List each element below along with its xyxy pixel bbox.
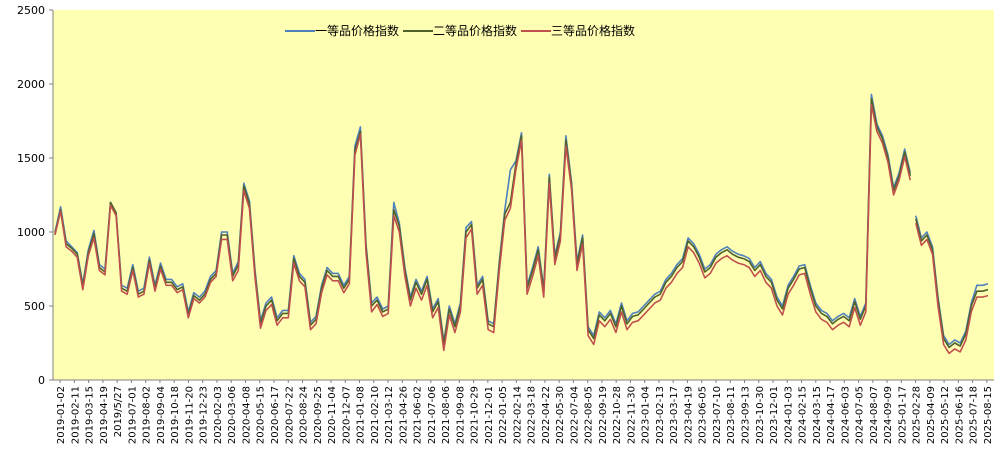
x-tick-label: 2021-01-08 — [356, 386, 367, 444]
x-tick-label: 2019-01-02 — [56, 386, 67, 444]
x-tick-label: 2025-07-18 — [969, 386, 980, 444]
x-tick-label: 2019-08-02 — [142, 386, 153, 444]
x-tick-label: 2022-07-04 — [569, 386, 580, 444]
x-tick-label: 2022-02-14 — [512, 386, 523, 444]
x-tick-label: 2020-03-06 — [227, 386, 238, 444]
x-tick-label: 2021-08-06 — [441, 386, 452, 444]
x-tick-label: 2021-12-01 — [484, 386, 495, 444]
x-tick-label: 2019-10-18 — [170, 386, 181, 444]
x-tick-label: 2022-10-28 — [612, 386, 623, 444]
x-tick-label: 2022-08-05 — [584, 386, 595, 444]
x-tick-label: 2025-04-09 — [926, 386, 937, 444]
x-tick-label: 2019/5/27 — [113, 386, 124, 437]
x-tick-label: 2020-07-22 — [284, 386, 295, 444]
x-tick-label: 2024-06-03 — [840, 386, 851, 444]
x-tick-label: 2023-04-19 — [683, 386, 694, 444]
x-tick-label: 2021-03-12 — [384, 386, 395, 444]
x-tick-label: 2024-04-17 — [826, 386, 837, 444]
x-tick-label: 2023-01-04 — [641, 386, 652, 444]
x-tick-label: 2021-06-02 — [413, 386, 424, 444]
x-tick-label: 2022-05-30 — [555, 386, 566, 444]
x-tick-label: 2019-02-11 — [70, 386, 81, 444]
x-tick-label: 2020-12-07 — [341, 386, 352, 444]
x-tick-label: 2021-02-10 — [370, 386, 381, 444]
x-tick-label: 2020-02-03 — [213, 386, 224, 444]
legend-label: 一等品价格指数 — [315, 23, 399, 38]
x-tick-label: 2019-12-23 — [199, 386, 210, 444]
x-tick-label: 2025-02-28 — [912, 386, 923, 444]
legend-label: 二等品价格指数 — [433, 23, 517, 38]
x-tick-label: 2020-06-17 — [270, 386, 281, 444]
y-tick-label: 500 — [24, 300, 45, 313]
y-tick-label: 1500 — [17, 152, 45, 165]
x-tick-label: 2021-10-29 — [470, 386, 481, 444]
x-tick-label: 2025-05-12 — [940, 386, 951, 444]
x-tick-label: 2020-04-08 — [241, 386, 252, 444]
x-tick-label: 2020-08-24 — [299, 386, 310, 444]
x-tick-label: 2022-11-30 — [626, 386, 637, 444]
y-tick-label: 2500 — [17, 4, 45, 17]
x-tick-label: 2023-08-11 — [726, 386, 737, 444]
x-tick-label: 2024-03-15 — [812, 386, 823, 444]
x-tick-label: 2025-01-17 — [897, 386, 908, 444]
x-tick-label: 2021-09-08 — [455, 386, 466, 444]
y-tick-label: 2000 — [17, 78, 45, 91]
x-axis: 2019-01-02 2019-02-11 2019-03-15 2019-04-19… — [53, 379, 994, 444]
legend-label: 三等品价格指数 — [551, 23, 635, 38]
series-lines — [54, 93, 989, 355]
series-line-1 — [915, 215, 989, 346]
x-tick-label: 2025-08-15 — [983, 386, 994, 444]
x-tick-label: 2021-04-26 — [398, 386, 409, 444]
legend: 一等品价格指数 二等品价格指数 三等品价格指数 — [285, 23, 635, 38]
x-tick-label: 2023-12-01 — [769, 386, 780, 444]
x-tick-label: 2022-03-18 — [527, 386, 538, 444]
x-tick-label: 2023-07-10 — [712, 386, 723, 444]
x-tick-label: 2022-01-05 — [498, 386, 509, 444]
y-tick-label: 1000 — [17, 226, 45, 239]
series-line-2 — [915, 218, 989, 349]
x-tick-label: 2020-05-15 — [256, 386, 267, 444]
series-line-3 — [915, 222, 989, 355]
x-tick-label: 2019-03-15 — [85, 386, 96, 444]
y-tick-label: 0 — [38, 374, 45, 387]
x-tick-label: 2023-02-13 — [655, 386, 666, 444]
x-tick-label: 2021-07-06 — [427, 386, 438, 444]
x-tick-label: 2019-11-20 — [184, 386, 195, 444]
series-line-1 — [54, 93, 912, 343]
x-tick-label: 2019-04-19 — [99, 386, 110, 444]
x-tick-label: 2022-09-19 — [598, 386, 609, 444]
x-tick-label: 2022-04-22 — [541, 386, 552, 444]
x-tick-label: 2020-09-25 — [313, 386, 324, 444]
x-tick-label: 2023-06-05 — [698, 386, 709, 444]
x-tick-label: 2019-09-04 — [156, 386, 167, 444]
x-tick-label: 2024-09-09 — [883, 386, 894, 444]
x-tick-label: 2023-10-30 — [755, 386, 766, 444]
x-tick-label: 2020-11-04 — [327, 386, 338, 444]
series-line-2 — [54, 98, 912, 346]
series-line-3 — [54, 103, 912, 352]
x-tick-label: 2023-03-17 — [669, 386, 680, 444]
x-tick-label: 2024-01-03 — [783, 386, 794, 444]
x-tick-label: 2024-08-07 — [869, 386, 880, 444]
y-axis: 0 500 1000 1500 2000 2500 — [17, 4, 54, 387]
x-tick-label: 2019-07-01 — [127, 386, 138, 444]
x-tick-label: 2025-06-16 — [954, 386, 965, 444]
x-tick-label: 2024-02-15 — [798, 386, 809, 444]
x-tick-label: 2023-09-13 — [740, 386, 751, 444]
x-tick-label: 2024-07-05 — [855, 386, 866, 444]
